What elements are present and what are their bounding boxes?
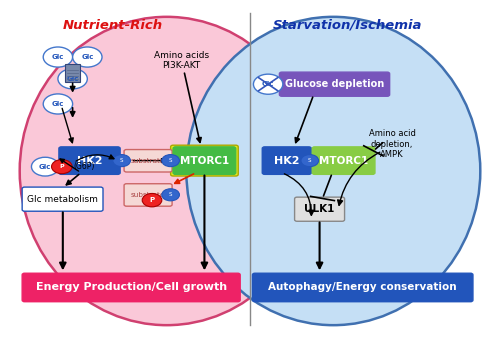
Ellipse shape [20, 17, 314, 325]
Text: substrate: substrate [131, 192, 166, 198]
Text: ULK1: ULK1 [304, 204, 335, 214]
Circle shape [58, 69, 88, 89]
Circle shape [113, 155, 130, 167]
Circle shape [43, 47, 72, 67]
Circle shape [32, 157, 59, 176]
Text: HK2: HK2 [77, 156, 102, 166]
Text: Glc: Glc [52, 54, 64, 60]
Text: Glc: Glc [52, 101, 64, 107]
Circle shape [301, 155, 318, 167]
Circle shape [162, 155, 180, 167]
Circle shape [72, 47, 102, 67]
Text: S: S [169, 158, 172, 163]
Text: Amino acid
depletion,
AMPK: Amino acid depletion, AMPK [368, 129, 416, 159]
Text: MTORC1: MTORC1 [319, 156, 368, 166]
Circle shape [254, 74, 283, 94]
Text: MTORC1: MTORC1 [180, 156, 229, 166]
Text: Nutrient-Rich: Nutrient-Rich [62, 19, 163, 32]
Text: substrate: substrate [131, 158, 166, 164]
Circle shape [52, 160, 72, 174]
Text: S: S [169, 192, 172, 197]
Circle shape [162, 189, 180, 201]
FancyBboxPatch shape [280, 72, 390, 96]
FancyBboxPatch shape [22, 273, 240, 302]
FancyBboxPatch shape [22, 187, 103, 211]
Text: Glc metabolism: Glc metabolism [27, 195, 98, 203]
FancyBboxPatch shape [59, 147, 120, 174]
Text: Amino acids
PI3K-AKT: Amino acids PI3K-AKT [154, 51, 209, 70]
Text: Glucose depletion: Glucose depletion [285, 79, 384, 89]
FancyBboxPatch shape [124, 184, 172, 206]
FancyBboxPatch shape [124, 149, 172, 172]
Text: Energy Production/Cell growth: Energy Production/Cell growth [36, 282, 226, 292]
FancyBboxPatch shape [312, 147, 375, 174]
Text: S: S [120, 158, 124, 163]
Text: Glc: Glc [81, 54, 94, 60]
FancyBboxPatch shape [170, 145, 238, 176]
Circle shape [43, 94, 72, 114]
Circle shape [142, 194, 162, 207]
Ellipse shape [186, 17, 480, 325]
FancyBboxPatch shape [252, 273, 473, 302]
FancyBboxPatch shape [66, 64, 80, 82]
Text: HK2: HK2 [274, 156, 299, 166]
Text: Starvation/Ischemia: Starvation/Ischemia [273, 19, 423, 32]
Text: Glc: Glc [66, 76, 79, 82]
Text: Glc: Glc [39, 163, 52, 170]
Text: S: S [308, 158, 312, 163]
Text: (G6P): (G6P) [74, 162, 95, 171]
Text: P: P [150, 197, 154, 203]
FancyBboxPatch shape [262, 147, 311, 174]
FancyBboxPatch shape [173, 147, 236, 174]
Text: P: P [60, 164, 64, 169]
Text: Glc: Glc [262, 81, 274, 87]
FancyBboxPatch shape [294, 197, 344, 221]
Text: Autophagy/Energy conservation: Autophagy/Energy conservation [268, 282, 457, 292]
